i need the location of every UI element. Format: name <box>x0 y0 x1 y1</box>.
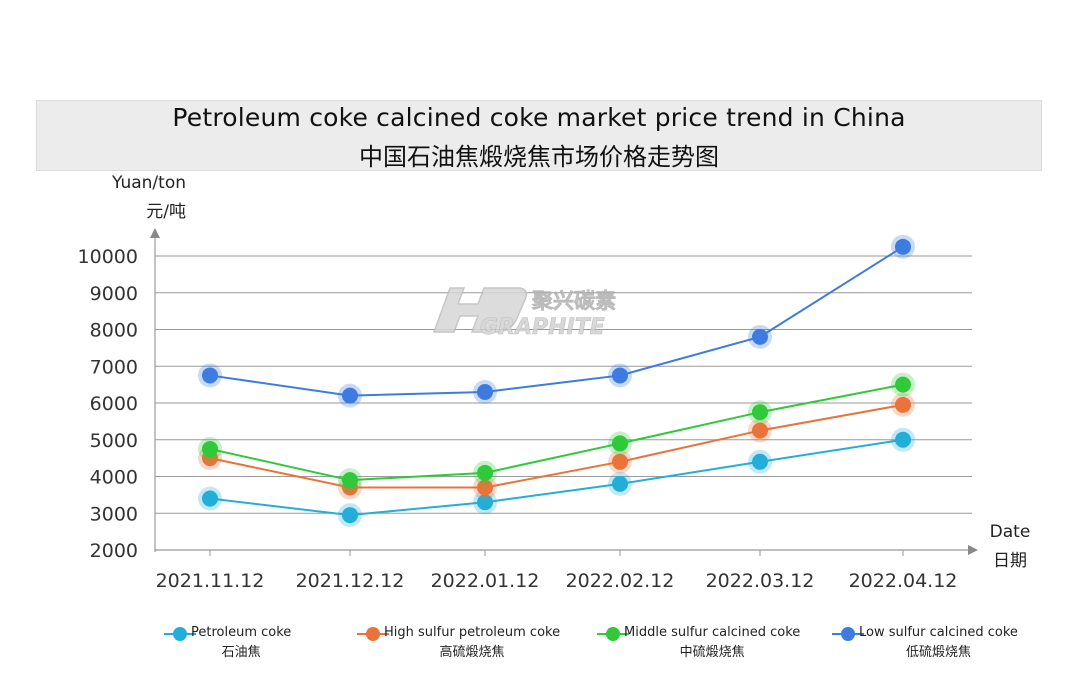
y-tick-label-9000: 9000 <box>90 283 138 305</box>
series-2-point-0 <box>202 440 218 457</box>
x-axis-unit-en: Date <box>989 522 1031 542</box>
legend-label-2: Middle sulfur calcined coke 中硫煅烧焦 <box>624 623 800 663</box>
series-0 <box>198 427 915 528</box>
series-0-point-0 <box>202 490 218 507</box>
legend-label-1: High sulfur petroleum coke 高硫煅烧焦 <box>384 623 560 663</box>
series-3-point-1 <box>342 387 358 404</box>
series-2-point-2 <box>477 464 493 481</box>
legend-label-zh-1: 高硫煅烧焦 <box>439 645 505 660</box>
x-axis-unit: Date 日期 <box>980 522 1040 571</box>
legend-label-en-0: Petroleum coke <box>191 625 292 640</box>
series-line-0 <box>209 438 904 517</box>
legend-label-en-3: Low sulfur calcined coke <box>859 625 1018 640</box>
series-2-point-3 <box>612 435 628 452</box>
data-series <box>198 234 915 528</box>
grid-lines <box>155 255 972 514</box>
brand-watermark: 聚兴碳素 GRAPHITE <box>432 287 616 340</box>
series-1-point-3 <box>612 453 628 470</box>
y-axis-unit-zh: 元/吨 <box>146 202 186 222</box>
price-trend-chart: 2000 3000 4000 5000 6000 7000 8000 9000 10000 20… <box>78 228 978 592</box>
series-1-point-5 <box>895 396 911 413</box>
series-3-point-0 <box>202 367 218 384</box>
series-0-point-1 <box>342 507 358 524</box>
series-1-point-2 <box>477 479 493 496</box>
x-tick-label-2: 2022.01.12 <box>431 570 540 592</box>
legend-label-zh-0: 石油焦 <box>221 645 261 660</box>
series-1 <box>198 392 915 500</box>
legend-marker-2 <box>597 627 629 641</box>
axes <box>150 228 978 556</box>
chart-title-en: Petroleum coke calcined coke market pric… <box>172 103 906 132</box>
series-line-2 <box>209 383 904 482</box>
series-2-point-1 <box>342 472 358 489</box>
watermark-en-text: GRAPHITE <box>480 315 605 340</box>
series-0-point-3 <box>612 475 628 492</box>
legend-label-en-2: Middle sulfur calcined coke <box>624 625 801 640</box>
series-0-point-4 <box>752 453 768 470</box>
series-line-1 <box>209 403 904 489</box>
series-2-point-4 <box>752 404 768 421</box>
y-axis-unit-en: Yuan/ton <box>112 173 186 193</box>
legend-marker-0 <box>164 627 196 641</box>
series-line-3 <box>209 245 904 397</box>
legend-label-3: Low sulfur calcined coke 低硫煅烧焦 <box>859 623 1018 663</box>
hd-logo-icon <box>432 287 527 333</box>
y-axis-unit: Yuan/ton 元/吨 <box>90 173 186 222</box>
legend-marker-1 <box>357 627 389 641</box>
series-3-point-4 <box>752 328 768 345</box>
series-3-point-5 <box>895 238 911 255</box>
x-tick-label-3: 2022.02.12 <box>566 570 675 592</box>
legend-label-zh-3: 低硫煅烧焦 <box>905 645 971 660</box>
y-tick-label-7000: 7000 <box>90 356 138 378</box>
y-tick-label-6000: 6000 <box>90 393 138 415</box>
x-tick-label-1: 2021.12.12 <box>296 570 405 592</box>
legend-marker-3 <box>832 627 864 641</box>
legend-label-en-1: High sulfur petroleum coke <box>384 625 561 640</box>
series-3 <box>198 234 915 408</box>
series-2-point-5 <box>895 376 911 393</box>
y-tick-labels: 2000 3000 4000 5000 6000 7000 8000 9000 10000 <box>78 246 138 562</box>
y-tick-label-8000: 8000 <box>90 320 138 342</box>
x-axis-unit-zh: 日期 <box>993 551 1027 571</box>
x-axis-arrow <box>968 545 978 555</box>
chart-legend: Petroleum coke 石油焦 High sulfur petroleum c… <box>0 620 1080 670</box>
chart-title-box: Petroleum coke calcined coke market pric… <box>36 100 1042 171</box>
series-2 <box>198 372 915 493</box>
series-0-point-2 <box>477 494 493 511</box>
y-tick-label-3000: 3000 <box>90 503 138 525</box>
x-tick-label-4: 2022.03.12 <box>706 570 815 592</box>
x-tick-label-0: 2021.11.12 <box>156 570 265 592</box>
series-0-point-5 <box>895 431 911 448</box>
y-tick-label-2000: 2000 <box>90 540 138 562</box>
y-tick-label-4000: 4000 <box>90 467 138 489</box>
series-3-point-3 <box>612 367 628 384</box>
series-3-point-2 <box>477 383 493 400</box>
x-tick-label-5: 2022.04.12 <box>849 570 958 592</box>
y-tick-label-10000: 10000 <box>78 246 138 268</box>
y-tick-label-5000: 5000 <box>90 430 138 452</box>
chart-title-zh: 中国石油焦煅烧焦市场价格走势图 <box>359 143 719 171</box>
y-axis-arrow <box>150 228 160 238</box>
watermark-cn-text: 聚兴碳素 <box>531 289 616 313</box>
legend-label-zh-2: 中硫煅烧焦 <box>679 645 745 660</box>
series-1-point-4 <box>752 422 768 439</box>
legend-label-0: Petroleum coke 石油焦 <box>191 623 291 663</box>
x-tick-labels: 2021.11.12 2021.12.12 2022.01.12 2022.02.12… <box>156 570 958 592</box>
